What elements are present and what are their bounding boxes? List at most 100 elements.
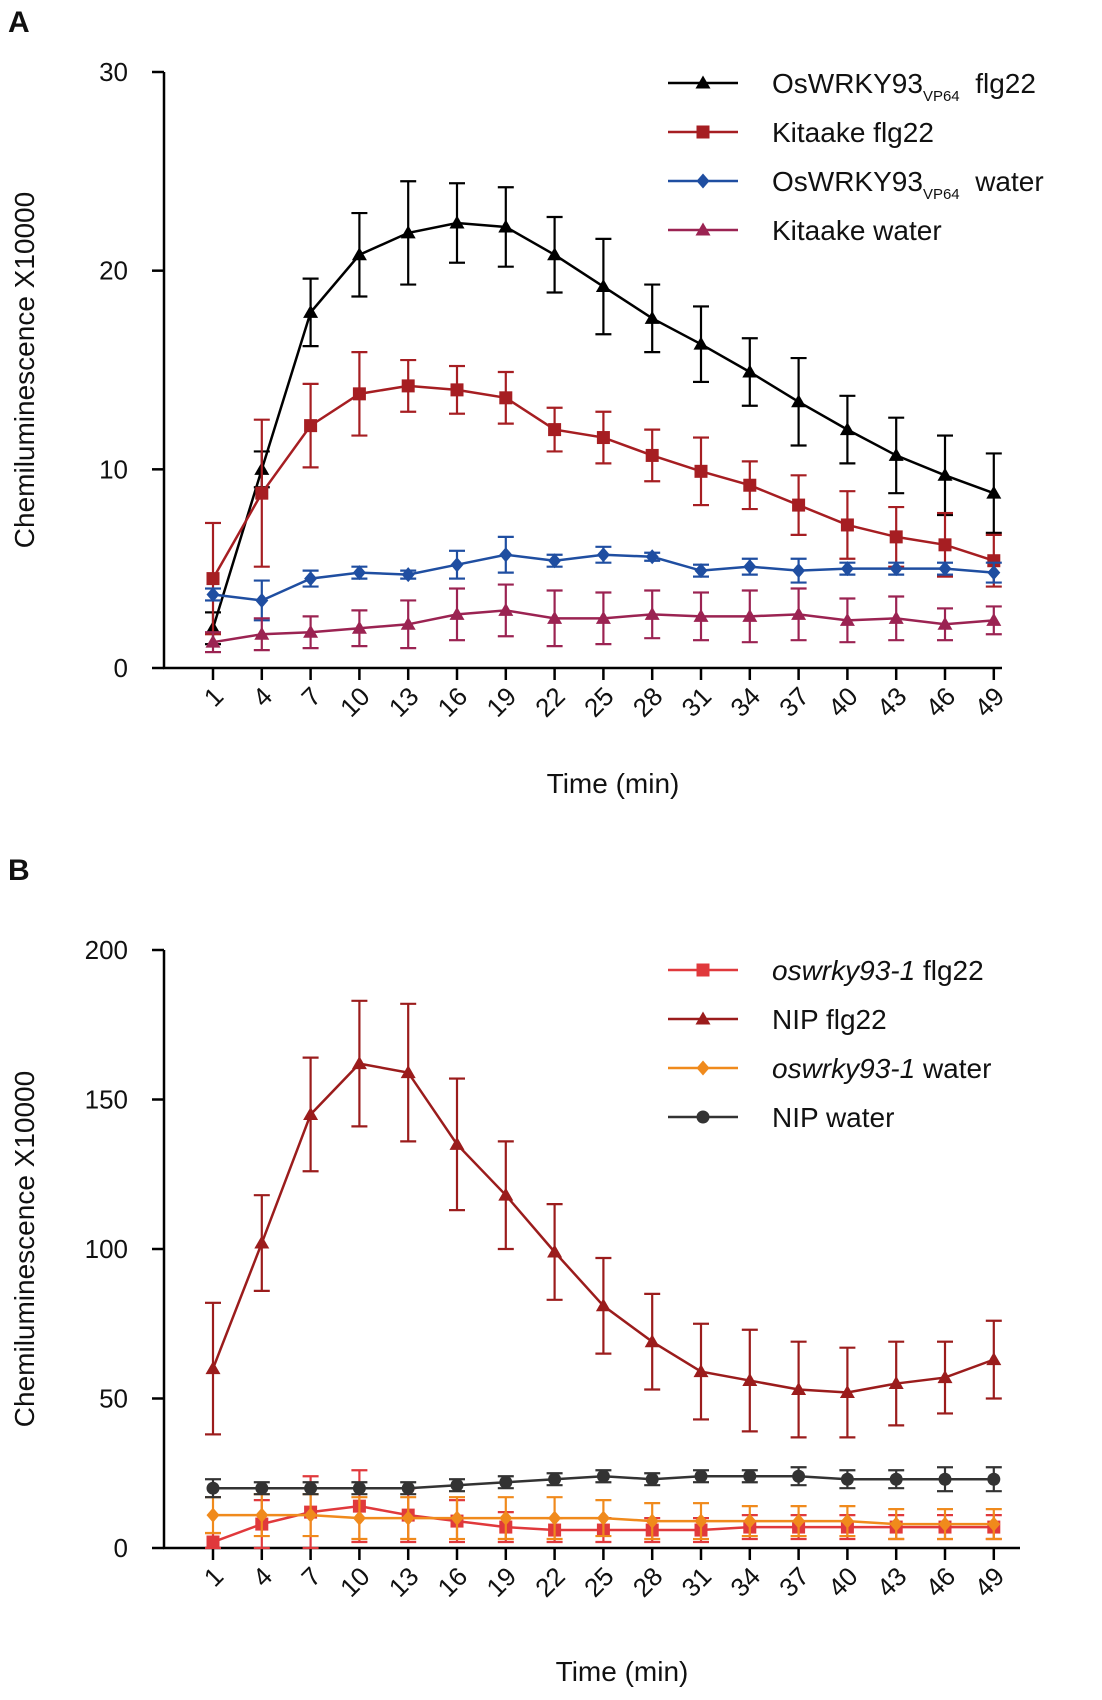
x-tick-label: 7 xyxy=(295,681,326,712)
x-tick-label: 4 xyxy=(247,1561,278,1592)
x-tick-label: 37 xyxy=(773,681,815,723)
x-tick-label: 10 xyxy=(334,1561,376,1603)
data-point xyxy=(596,547,610,563)
x-tick-label: 10 xyxy=(334,681,376,723)
data-point xyxy=(596,1469,610,1483)
legend: OsWRKY93VP64 flg22 Kitaake flg22 OsWRKY93V… xyxy=(668,68,1044,246)
x-tick-label: 1 xyxy=(198,1561,229,1592)
x-tick-label: 19 xyxy=(480,681,522,723)
series-3 xyxy=(205,583,1002,654)
data-point xyxy=(791,606,807,620)
data-point xyxy=(548,553,562,569)
data-point xyxy=(694,1513,708,1529)
data-point xyxy=(351,620,367,634)
data-point xyxy=(839,1385,855,1399)
x-tick-label: 16 xyxy=(432,1561,474,1603)
data-point xyxy=(693,608,709,622)
legend-item: Kitaake flg22 xyxy=(668,117,934,148)
data-point xyxy=(401,1510,415,1526)
data-point xyxy=(839,612,855,626)
data-point xyxy=(450,557,464,573)
data-point xyxy=(450,1510,464,1526)
y-tick-label: 50 xyxy=(99,1384,128,1414)
x-tick-label: 31 xyxy=(676,1561,718,1603)
data-point xyxy=(548,1472,562,1486)
data-point xyxy=(743,478,757,492)
data-point xyxy=(255,592,269,608)
x-tick-label: 28 xyxy=(627,681,669,723)
data-point xyxy=(888,447,904,461)
series-2 xyxy=(205,535,1002,622)
data-point xyxy=(986,612,1002,626)
data-point xyxy=(644,1334,660,1348)
data-point xyxy=(449,215,465,229)
x-tick-label: 40 xyxy=(822,1561,864,1603)
data-point xyxy=(351,1056,367,1070)
data-point xyxy=(938,1516,952,1532)
legend-label-main: OsWRKY93 xyxy=(772,68,923,99)
data-point xyxy=(595,610,611,624)
legend-swatch-marker xyxy=(696,173,710,189)
data-point xyxy=(694,464,708,478)
legend-label-main: Kitaake flg22 xyxy=(772,117,934,148)
legend-swatch-marker xyxy=(695,222,711,236)
data-point xyxy=(255,486,269,500)
x-tick-label: 34 xyxy=(724,1561,766,1603)
data-point xyxy=(645,549,659,565)
legend-label: OsWRKY93VP64 water xyxy=(772,166,1044,203)
y-tick-label: 10 xyxy=(99,454,128,484)
legend-label-main: oswrky93-1 xyxy=(772,1053,915,1084)
data-point xyxy=(694,563,708,579)
x-tick-label: 7 xyxy=(295,1561,326,1592)
data-point xyxy=(548,1510,562,1526)
data-point xyxy=(742,364,758,378)
data-point xyxy=(792,1469,806,1483)
data-point xyxy=(499,1510,513,1526)
legend-label-main: oswrky93-1 xyxy=(772,955,915,986)
data-point xyxy=(987,1516,1001,1532)
legend-item: Kitaake water xyxy=(668,215,942,246)
x-tick-label: 43 xyxy=(871,681,913,723)
data-point xyxy=(888,610,904,624)
legend-label: Kitaake flg22 xyxy=(772,117,934,148)
data-point xyxy=(645,1472,659,1486)
data-point xyxy=(937,616,953,630)
legend-label: OsWRKY93VP64 flg22 xyxy=(772,68,1036,105)
legend-label-suffix: water xyxy=(915,1053,991,1084)
data-point xyxy=(840,561,854,577)
data-point xyxy=(548,423,562,437)
panel-letter: A xyxy=(8,6,30,39)
legend-label: oswrky93-1 flg22 xyxy=(772,955,984,986)
data-point xyxy=(792,498,806,512)
legend-label: Kitaake water xyxy=(772,215,942,246)
data-point xyxy=(547,610,563,624)
y-tick-label: 0 xyxy=(114,653,128,683)
data-point xyxy=(352,1481,366,1495)
x-tick-label: 31 xyxy=(676,681,718,723)
x-tick-label: 25 xyxy=(578,1561,620,1603)
x-tick-label: 49 xyxy=(968,1561,1010,1603)
data-point xyxy=(987,565,1001,581)
legend-swatch-marker xyxy=(696,963,710,977)
data-point xyxy=(304,1481,318,1495)
data-point xyxy=(450,1478,464,1492)
x-tick-label: 34 xyxy=(724,681,766,723)
x-tick-label: 40 xyxy=(822,681,864,723)
data-point xyxy=(449,1136,465,1150)
legend-item: NIP flg22 xyxy=(668,1004,887,1035)
x-tick-label: 25 xyxy=(578,681,620,723)
data-point xyxy=(400,1065,416,1079)
data-point xyxy=(937,467,953,481)
data-point xyxy=(694,1469,708,1483)
data-point xyxy=(938,1472,952,1486)
x-tick-label: 22 xyxy=(529,1561,571,1603)
data-point xyxy=(596,1510,610,1526)
data-point xyxy=(938,561,952,577)
data-point xyxy=(498,602,514,616)
legend-label-suffix: flg22 xyxy=(915,955,984,986)
panel-b: B 0 50 100 150 200 1 4 7 10 13 16 19 22 25 28 31 34 37 40 43… xyxy=(8,854,1020,1687)
data-point xyxy=(352,1510,366,1526)
y-axis-title: Chemiluminescence X10000 xyxy=(9,192,40,548)
data-point xyxy=(352,387,366,401)
